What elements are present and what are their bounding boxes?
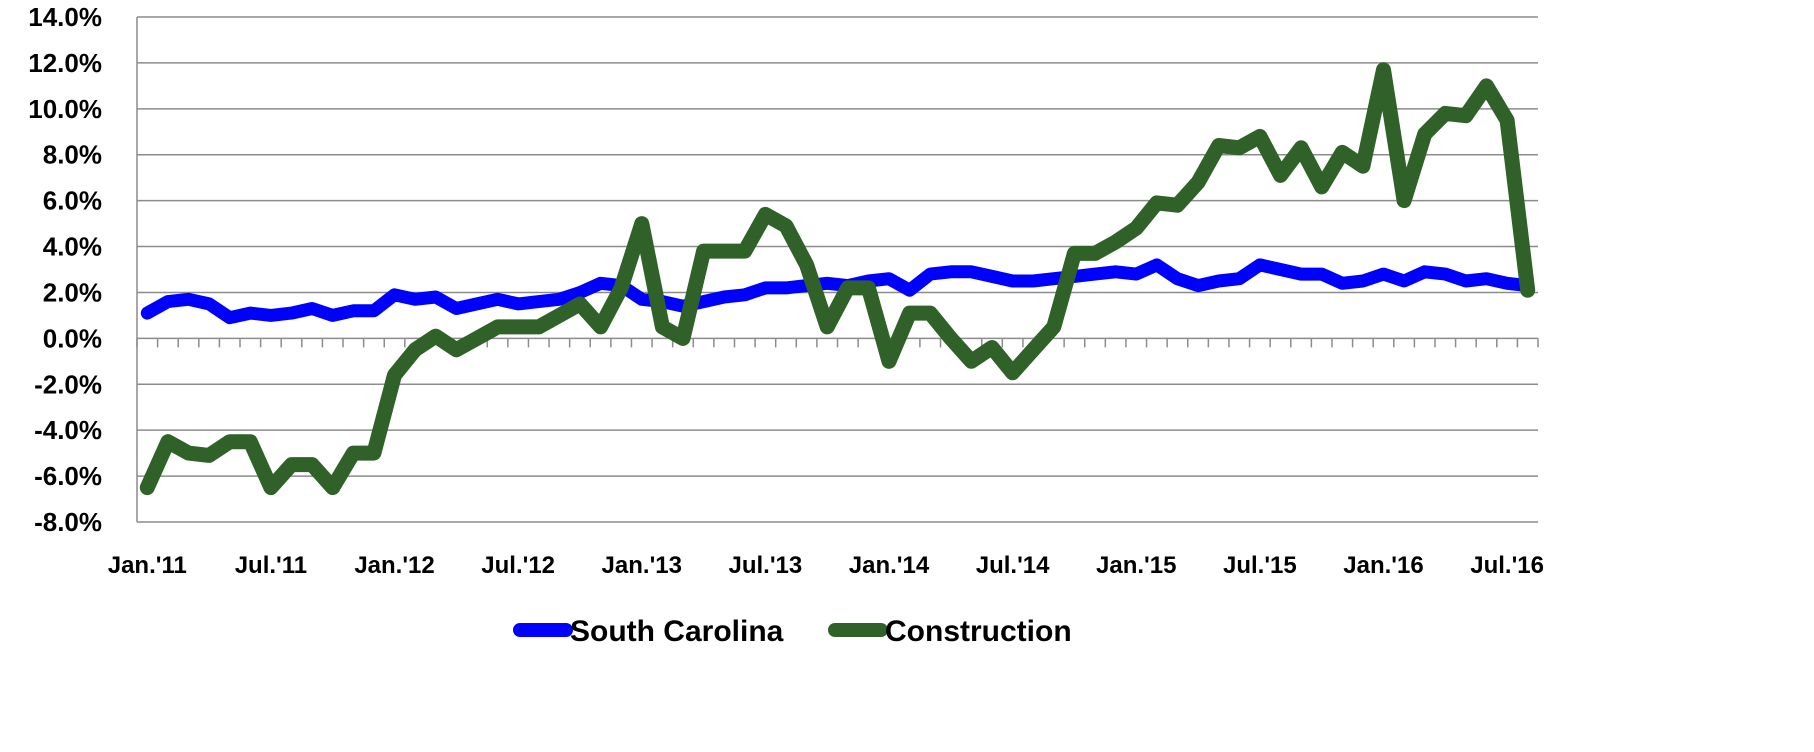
series-line — [140, 258, 1535, 325]
x-tick-label: Jan.'15 — [1096, 552, 1176, 579]
y-tick-label: 8.0% — [43, 140, 102, 170]
x-tick-label: Jul.'14 — [976, 552, 1050, 579]
x-tick-label: Jul.'11 — [235, 552, 307, 579]
x-tick-label: Jul.'12 — [481, 552, 555, 579]
y-tick-label: 14.0% — [28, 2, 102, 32]
y-tick-label: 6.0% — [43, 186, 102, 216]
y-tick-label: 12.0% — [28, 48, 102, 78]
legend-label: South Carolina — [570, 615, 784, 648]
legend-label: Construction — [885, 615, 1072, 648]
series-line — [139, 62, 1536, 496]
x-tick-label: Jan.'16 — [1343, 552, 1423, 579]
x-tick-label: Jul.'13 — [729, 552, 803, 579]
y-tick-label: 2.0% — [43, 277, 102, 307]
x-tick-label: Jan.'14 — [849, 552, 930, 579]
y-tick-label: 4.0% — [43, 232, 102, 262]
y-tick-label: -4.0% — [34, 415, 102, 445]
x-tick-label: Jan.'12 — [354, 552, 434, 579]
x-tick-label: Jul.'16 — [1470, 552, 1544, 579]
y-tick-label: -8.0% — [34, 507, 102, 537]
x-tick-label: Jan.'13 — [602, 552, 682, 579]
y-tick-label: 10.0% — [28, 94, 102, 124]
y-tick-label: 0.0% — [43, 323, 102, 353]
x-tick-label: Jan.'11 — [108, 552, 187, 579]
y-tick-label: -6.0% — [34, 461, 102, 491]
x-tick-label: Jul.'15 — [1223, 552, 1297, 579]
y-tick-label: -2.0% — [34, 369, 102, 399]
